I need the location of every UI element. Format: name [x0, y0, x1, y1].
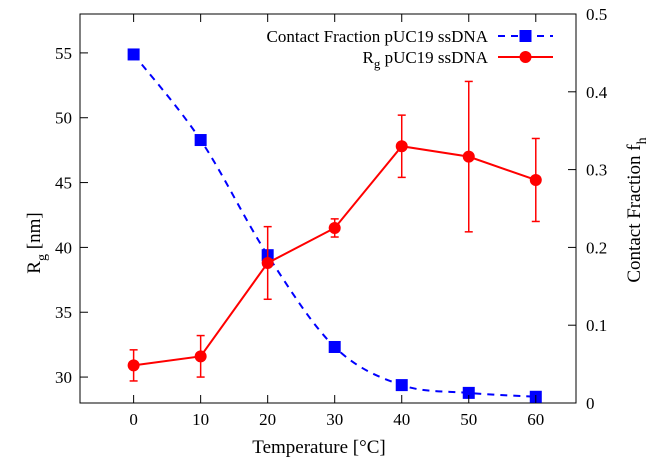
- y-left-tick-label: 55: [55, 44, 72, 63]
- y-right-tick-label: 0.3: [586, 161, 607, 180]
- x-tick-label: 20: [259, 410, 276, 429]
- series-rg: [127, 80, 542, 382]
- series-layer: [127, 48, 542, 403]
- data-point: [462, 386, 475, 399]
- y-left-tick-label: 40: [55, 238, 72, 257]
- data-point: [462, 150, 475, 163]
- ticks-layer: 0 10 20 30 40 50 60 30 35 40 45 50 55 0 0.1 0.2 0.3 0.4 0.…: [55, 5, 608, 429]
- y-axis-right-label: Contact Fraction fh: [624, 137, 650, 282]
- data-point: [395, 140, 408, 153]
- y-left-tick-label: 35: [55, 303, 72, 322]
- legend-label: Rg pUC19 ssDNA: [362, 48, 488, 71]
- x-tick-label: 30: [326, 410, 343, 429]
- y-right-tick-label: 0.5: [586, 5, 607, 24]
- svg-text:Rg [nm]: Rg [nm]: [24, 212, 50, 273]
- y-right-tick-label: 0: [586, 394, 595, 413]
- y-left-tick-label: 45: [55, 174, 72, 193]
- data-point: [261, 256, 274, 269]
- y-axis-left-label: Rg [nm]: [24, 212, 50, 273]
- legend-label: Contact Fraction pUC19 ssDNA: [267, 27, 489, 46]
- data-point: [328, 221, 341, 234]
- x-tick-label: 60: [527, 410, 544, 429]
- x-axis-label: Temperature [°C]: [252, 437, 385, 458]
- data-point: [194, 134, 207, 147]
- x-tick-label: 40: [393, 410, 410, 429]
- legend-marker: [519, 51, 532, 63]
- data-point: [127, 359, 140, 372]
- legend-marker: [519, 30, 532, 42]
- data-point: [328, 340, 341, 353]
- x-tick-label: 50: [460, 410, 477, 429]
- y-left-tick-label: 50: [55, 109, 72, 128]
- series-line: [133, 145, 537, 367]
- y-right-tick-label: 0.2: [586, 238, 607, 257]
- legend: Contact Fraction pUC19 ssDNA Rg pUC19 ssD…: [267, 27, 553, 71]
- x-tick-label: 10: [192, 410, 209, 429]
- y-right-tick-label: 0.4: [586, 83, 608, 102]
- x-tick-label: 0: [129, 410, 138, 429]
- data-point: [194, 350, 207, 363]
- data-point: [127, 48, 140, 61]
- plot-frame: [79, 13, 577, 404]
- data-point: [529, 173, 542, 186]
- svg-text:Contact Fraction fh: Contact Fraction fh: [624, 137, 650, 282]
- y-right-tick-label: 0.1: [586, 316, 607, 335]
- data-point: [395, 379, 408, 392]
- legend-item: Rg pUC19 ssDNA: [362, 48, 553, 71]
- plot-frame-rect: [79, 13, 577, 404]
- legend-item: Contact Fraction pUC19 ssDNA: [267, 27, 553, 46]
- y-left-tick-label: 30: [55, 368, 72, 387]
